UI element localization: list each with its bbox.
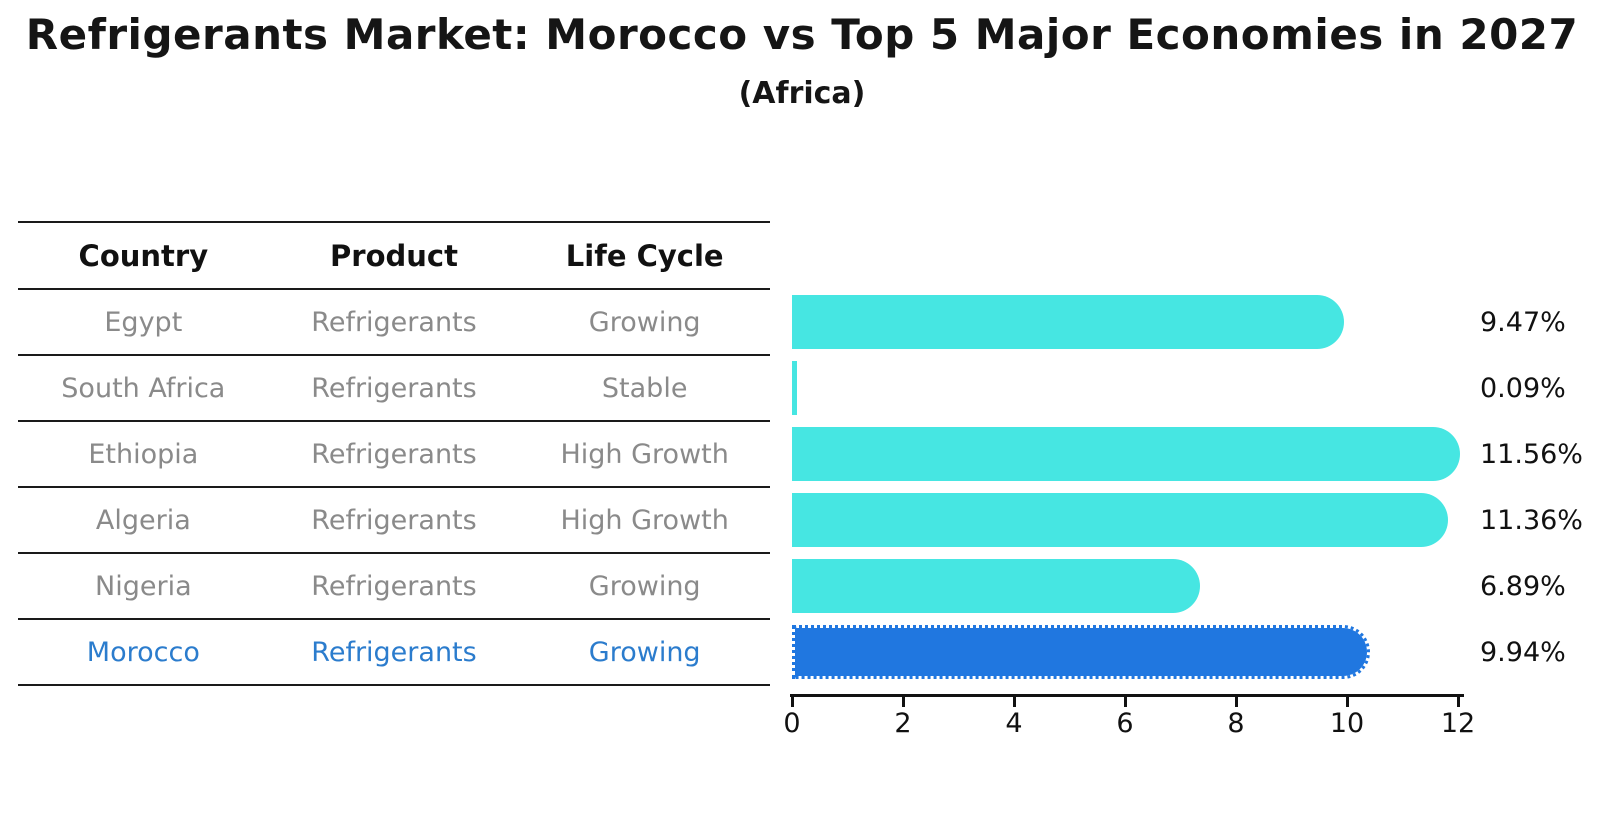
x-axis-tick-label: 10 <box>1329 708 1365 739</box>
bar-nigeria <box>792 559 1200 613</box>
cell-product: Refrigerants <box>311 372 477 404</box>
col-header-country: Country <box>78 238 209 273</box>
bar-value-label: 6.89% <box>1480 571 1566 602</box>
cell-country: Ethiopia <box>88 438 199 470</box>
x-axis-tickmark <box>902 697 905 707</box>
chart-subtitle: (Africa) <box>738 76 866 111</box>
col-header-life-cycle: Life Cycle <box>565 238 724 273</box>
x-axis-line <box>790 694 1464 697</box>
x-axis-tickmark <box>1346 697 1349 707</box>
cell-country: South Africa <box>61 372 226 404</box>
x-axis-tick-label: 8 <box>1227 708 1245 739</box>
bar-morocco <box>792 625 1370 679</box>
x-axis-tick-label: 2 <box>894 708 912 739</box>
cell-life-cycle: Growing <box>588 306 701 338</box>
cell-product: Refrigerants <box>311 438 477 470</box>
cell-product: Refrigerants <box>311 570 477 602</box>
bar-south-africa <box>792 361 797 415</box>
cell-product: Refrigerants <box>311 306 477 338</box>
cell-country: Nigeria <box>95 570 192 602</box>
x-axis-tick-label: 4 <box>1005 708 1023 739</box>
bar-ethiopia <box>792 427 1460 481</box>
x-axis-tick-label: 0 <box>783 708 801 739</box>
x-axis-tickmark <box>1013 697 1016 707</box>
bar-value-label: 9.94% <box>1480 637 1566 668</box>
bar-value-label: 0.09% <box>1480 373 1566 404</box>
cell-country: Morocco <box>86 636 200 668</box>
cell-country: Egypt <box>104 306 183 338</box>
table-header-row: Country Product Life Cycle <box>18 223 770 290</box>
col-header-product: Product <box>330 238 458 273</box>
x-axis-tickmark <box>1235 697 1238 707</box>
cell-life-cycle: Growing <box>588 636 701 668</box>
bar-value-label: 11.36% <box>1480 505 1583 536</box>
cell-product: Refrigerants <box>311 504 477 536</box>
x-axis-tick-label: 6 <box>1116 708 1134 739</box>
x-axis-tickmark <box>791 697 794 707</box>
cell-country: Algeria <box>95 504 191 536</box>
x-axis-tickmark <box>1457 697 1460 707</box>
bar-egypt <box>792 295 1344 349</box>
country-table: Country Product Life Cycle Egypt Refrige… <box>18 221 770 686</box>
table-row: Morocco Refrigerants Growing <box>18 620 770 686</box>
cell-life-cycle: Growing <box>588 570 701 602</box>
cell-life-cycle: High Growth <box>560 438 729 470</box>
chart-title: Refrigerants Market: Morocco vs Top 5 Ma… <box>25 10 1579 59</box>
table-body: Egypt Refrigerants Growing South Africa … <box>18 290 770 686</box>
bar-value-label: 9.47% <box>1480 307 1566 338</box>
table-row: Algeria Refrigerants High Growth <box>18 488 770 554</box>
x-axis-tickmark <box>1124 697 1127 707</box>
table-row: Ethiopia Refrigerants High Growth <box>18 422 770 488</box>
cell-life-cycle: Stable <box>601 372 688 404</box>
x-axis-tick-label: 12 <box>1440 708 1476 739</box>
cell-product: Refrigerants <box>311 636 477 668</box>
cell-life-cycle: High Growth <box>560 504 729 536</box>
table-row: Egypt Refrigerants Growing <box>18 290 770 356</box>
table-row: Nigeria Refrigerants Growing <box>18 554 770 620</box>
bar-value-label: 11.56% <box>1480 439 1583 470</box>
bar-algeria <box>792 493 1448 547</box>
table-row: South Africa Refrigerants Stable <box>18 356 770 422</box>
